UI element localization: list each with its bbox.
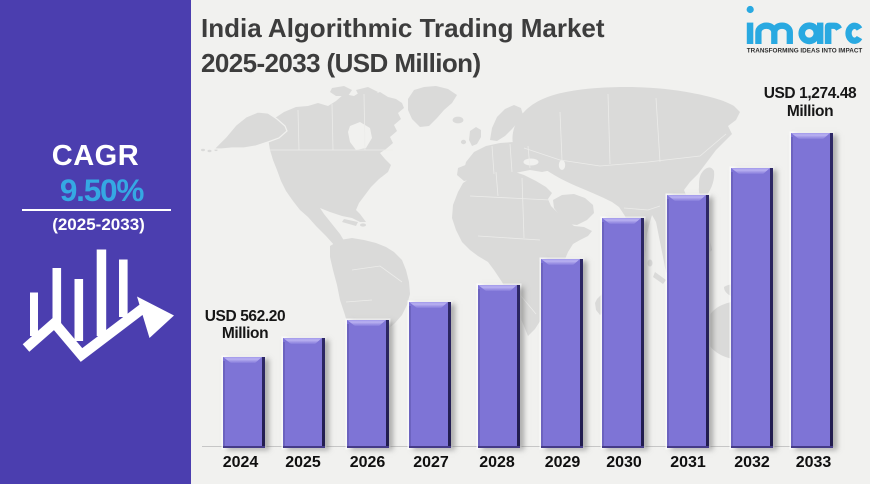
svg-text:TRANSFORMING IDEAS INTO IMPACT: TRANSFORMING IDEAS INTO IMPACT [747,48,863,55]
